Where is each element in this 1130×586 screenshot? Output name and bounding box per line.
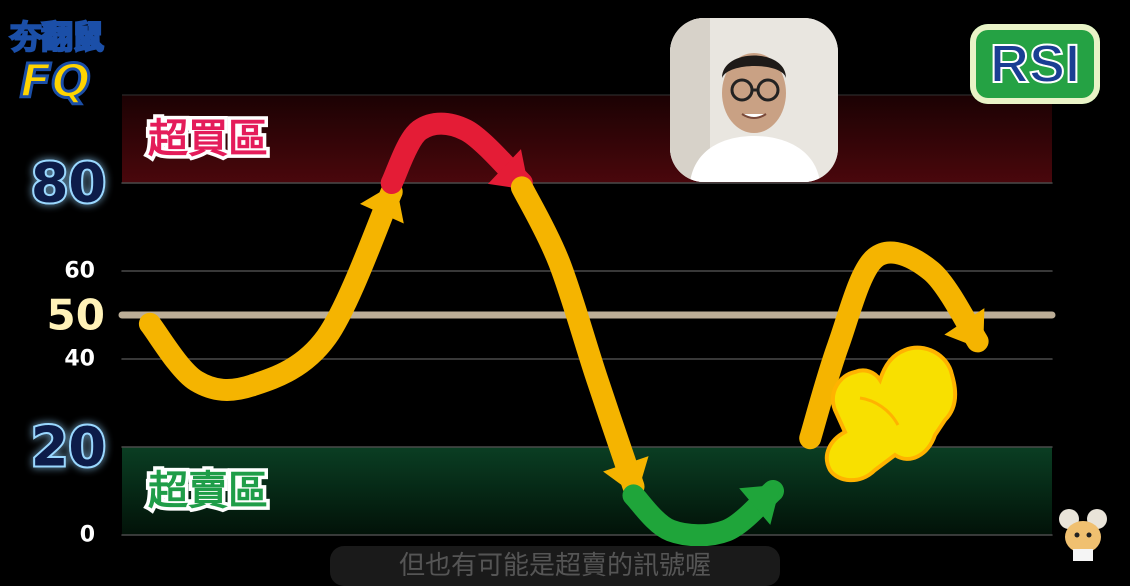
logo-fq: FQ bbox=[19, 53, 93, 110]
pointing-hand-icon bbox=[824, 345, 958, 483]
badge-label: RSI bbox=[989, 33, 1081, 95]
logo-title: 夯翻鼠 bbox=[9, 17, 105, 57]
channel-logo: 夯翻鼠 FQ bbox=[6, 8, 124, 126]
rsi-curve-arrowhead-4 bbox=[739, 484, 781, 525]
y-tick-label-50: 50 bbox=[47, 291, 105, 340]
y-tick-label-40: 40 bbox=[64, 347, 95, 372]
overbought-zone-label: 超買區 bbox=[148, 116, 268, 162]
rsi-curve-segment-2 bbox=[380, 112, 533, 194]
y-tick-label-60: 60 bbox=[64, 259, 95, 284]
rsi-curve-segment-1 bbox=[138, 180, 403, 401]
rsi-curve-segment-5 bbox=[799, 241, 989, 450]
mouse-mascot-icon bbox=[1059, 509, 1107, 561]
person-icon bbox=[670, 18, 838, 182]
presenter-portrait bbox=[670, 18, 838, 182]
y-tick-label-0: 0 bbox=[80, 523, 95, 548]
subtitle-caption: 但也有可能是超賣的訊號喔 bbox=[330, 546, 780, 586]
rsi-badge: RSI bbox=[970, 24, 1100, 104]
oversold-zone-label: 超賣區 bbox=[148, 468, 268, 514]
rsi-curve-segment-4 bbox=[622, 480, 784, 547]
y-tick-label-80: 80 bbox=[31, 152, 106, 215]
rsi-chart-stage: 0 20 40 50 60 80 超買區超賣區 夯翻鼠 FQ RSI 但也有可能是超賣的訊… bbox=[6, 8, 1107, 586]
oversold-zone bbox=[122, 447, 1052, 535]
rsi-curve-arrowhead-5 bbox=[944, 308, 985, 350]
y-tick-label-20: 20 bbox=[31, 416, 106, 479]
overbought-zone bbox=[122, 95, 1052, 183]
rsi-curve-segment-3 bbox=[510, 176, 645, 498]
